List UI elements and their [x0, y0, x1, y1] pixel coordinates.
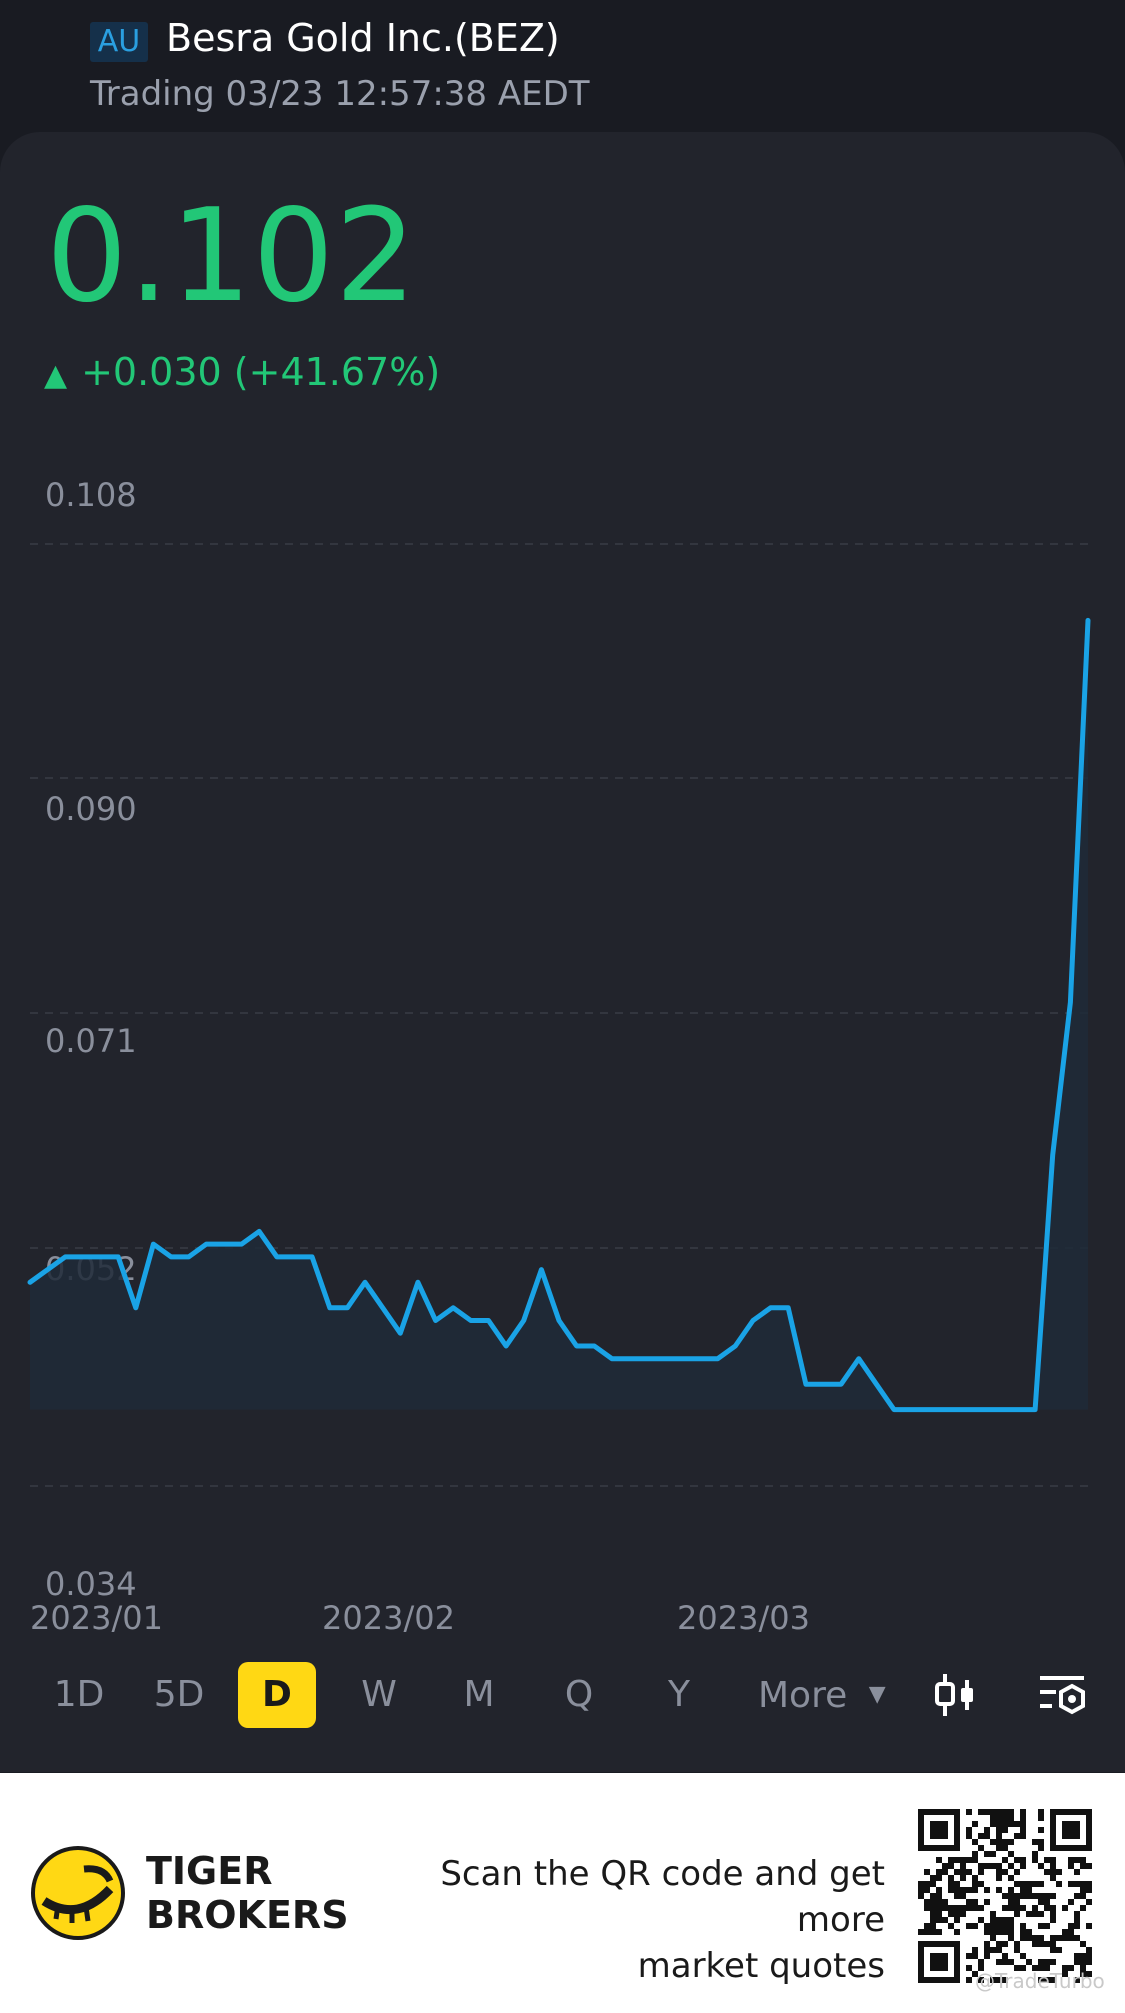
trading-status: Trading 03/23 12:57:38 AEDT [90, 74, 590, 114]
tiger-logo-icon [31, 1846, 125, 1940]
dropdown-arrow-icon: ▼ [868, 1682, 886, 1707]
brand-line-2: BROKERS [146, 1893, 349, 1937]
period-tab-m[interactable]: M [463, 1674, 495, 1715]
scan-line-1: Scan the QR code and get more [440, 1854, 885, 1940]
x-tick-label: 2023/02 [322, 1599, 455, 1637]
period-tab-d[interactable]: D [238, 1662, 316, 1728]
stock-name: Besra Gold Inc.(BEZ) [166, 16, 560, 60]
price-chart[interactable]: 0.1080.0900.0710.0520.0342023/012023/022… [0, 132, 1125, 1662]
series-line [27, 617, 1091, 1413]
chart-settings-icon[interactable] [1038, 1670, 1088, 1720]
scan-line-2: market quotes [637, 1946, 885, 1986]
period-tab-q[interactable]: Q [564, 1674, 594, 1715]
series-area [30, 620, 1088, 1410]
up-arrow-icon: ▲ [44, 358, 68, 393]
last-price: 0.102 [46, 182, 418, 331]
scan-prompt: Scan the QR code and get more market quo… [365, 1851, 885, 1989]
y-tick-label: 0.071 [45, 1022, 137, 1060]
footer-banner: TIGER BROKERS Scan the QR code and get m… [0, 1773, 1125, 2013]
period-tab-w[interactable]: W [361, 1674, 397, 1715]
brand-line-1: TIGER [146, 1849, 273, 1893]
y-tick-label: 0.034 [45, 1565, 137, 1603]
candlestick-icon[interactable] [931, 1670, 981, 1720]
x-tick-label: 2023/03 [677, 1599, 810, 1637]
brand-name: TIGER BROKERS [146, 1849, 349, 1937]
period-tab-1d[interactable]: 1D [53, 1674, 105, 1715]
header: AU Besra Gold Inc.(BEZ) Trading 03/23 12… [0, 0, 1125, 140]
y-tick-label: 0.090 [45, 790, 137, 828]
market-badge: AU [90, 22, 148, 62]
y-tick-label: 0.108 [45, 476, 137, 514]
period-tab-5d[interactable]: 5D [153, 1674, 205, 1715]
qr-code [918, 1809, 1092, 1983]
more-label: More [758, 1675, 848, 1716]
period-tab-y[interactable]: Y [668, 1674, 690, 1715]
price-change: ▲ +0.030 (+41.67%) [44, 350, 440, 394]
change-value: +0.030 (+41.67%) [81, 350, 441, 394]
quote-panel: 0.102 ▲ +0.030 (+41.67%) 0.108 0.090 0.071 0… [0, 132, 1125, 1772]
watermark: @TradeTurbo [975, 1969, 1105, 1993]
x-tick-label: 2023/01 [30, 1599, 163, 1637]
more-periods-button[interactable]: More ▼ [758, 1662, 886, 1728]
period-selector: More ▼ 1D 5D D W M Q Y [0, 1662, 1125, 1752]
